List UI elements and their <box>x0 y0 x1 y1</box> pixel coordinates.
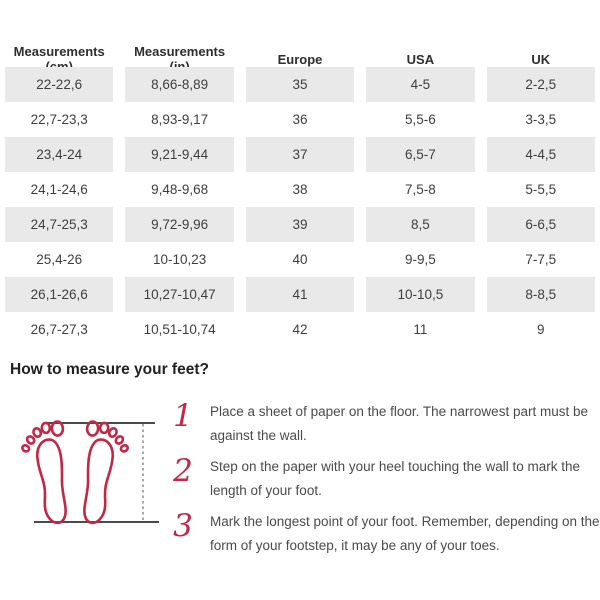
table-cell: 6,5-7 <box>366 137 475 172</box>
step-1: 1 Place a sheet of paper on the floor. T… <box>170 399 600 448</box>
step-3: 3 Mark the longest point of your foot. R… <box>170 509 600 558</box>
table-cell: 36 <box>292 112 308 127</box>
table-cell: 8,5 <box>366 207 475 242</box>
step-3-number: 3 <box>173 508 193 544</box>
table-cell: 35 <box>245 67 355 102</box>
table-cell: 9,48-9,68 <box>151 182 209 197</box>
size-table: Measurements (cm) Measurements (in) Euro… <box>0 44 600 347</box>
feet-measurement-diagram <box>8 410 160 532</box>
size-table-header-row: Measurements (cm) Measurements (in) Euro… <box>0 44 600 74</box>
table-row: 24,7-25,3 9,72-9,96 39 8,5 6-6,5 <box>0 207 600 242</box>
step-1-text: Place a sheet of paper on the floor. The… <box>210 404 588 443</box>
table-cell: 7,5-8 <box>405 182 436 197</box>
instruction-steps: 1 Place a sheet of paper on the floor. T… <box>170 399 600 564</box>
table-cell: 6-6,5 <box>486 207 595 242</box>
table-cell: 37 <box>245 137 355 172</box>
table-cell: 9,21-9,44 <box>125 137 234 172</box>
table-cell: 42 <box>292 322 308 337</box>
table-cell: 40 <box>292 252 308 267</box>
table-cell: 22,7-23,3 <box>30 112 88 127</box>
foot-right-icon <box>79 419 132 527</box>
table-cell: 3-3,5 <box>525 112 557 127</box>
table-cell: 9-9,5 <box>405 252 436 267</box>
footprints-icon <box>18 419 159 527</box>
table-row: 24,1-24,6 9,48-9,68 38 7,5-8 5-5,5 <box>0 172 600 207</box>
table-cell: 5,5-6 <box>405 112 436 127</box>
column-header-usa: USA <box>406 51 435 67</box>
table-cell: 4-4,5 <box>486 137 595 172</box>
table-cell: 23,4-24 <box>5 137 114 172</box>
section-heading: How to measure your feet? <box>10 361 209 378</box>
table-cell: 8-8,5 <box>486 277 595 312</box>
table-cell: 25,4-26 <box>36 252 83 267</box>
table-cell: 11 <box>413 322 428 337</box>
table-cell: 38 <box>292 182 308 197</box>
table-cell: 8,66-8,89 <box>125 67 234 102</box>
column-header-uk: UK <box>531 51 551 67</box>
step-2-text: Step on the paper with your heel touchin… <box>210 459 580 498</box>
table-row: 26,1-26,6 10,27-10,47 41 10-10,5 8-8,5 <box>0 277 600 312</box>
table-row: 22-22,6 8,66-8,89 35 4-5 2-2,5 <box>0 67 600 102</box>
column-header-europe: Europe <box>277 51 323 67</box>
table-cell: 5-5,5 <box>525 182 557 197</box>
table-cell: 41 <box>245 277 355 312</box>
table-cell: 26,7-27,3 <box>30 322 88 337</box>
step-1-number: 1 <box>173 398 193 434</box>
table-row: 23,4-24 9,21-9,44 37 6,5-7 4-4,5 <box>0 137 600 172</box>
table-cell: 22-22,6 <box>5 67 114 102</box>
table-cell: 9,72-9,96 <box>125 207 234 242</box>
table-cell: 24,1-24,6 <box>30 182 88 197</box>
table-cell: 26,1-26,6 <box>5 277 114 312</box>
table-cell: 9 <box>537 322 545 337</box>
foot-left-icon <box>18 419 71 527</box>
table-cell: 24,7-25,3 <box>5 207 114 242</box>
table-cell: 7-7,5 <box>525 252 557 267</box>
step-2-number: 2 <box>173 453 193 489</box>
step-2: 2 Step on the paper with your heel touch… <box>170 454 600 503</box>
table-cell: 10-10,5 <box>366 277 475 312</box>
table-cell: 2-2,5 <box>486 67 595 102</box>
step-3-text: Mark the longest point of your foot. Rem… <box>210 514 600 553</box>
table-cell: 10,51-10,74 <box>143 322 216 337</box>
table-cell: 39 <box>245 207 355 242</box>
table-cell: 8,93-9,17 <box>151 112 209 127</box>
table-cell: 4-5 <box>366 67 475 102</box>
table-row: 25,4-26 10-10,23 40 9-9,5 7-7,5 <box>0 242 600 277</box>
table-row: 26,7-27,3 10,51-10,74 42 11 9 <box>0 312 600 347</box>
table-row: 22,7-23,3 8,93-9,17 36 5,5-6 3-3,5 <box>0 102 600 137</box>
table-cell: 10,27-10,47 <box>125 277 234 312</box>
table-cell: 10-10,23 <box>152 252 207 267</box>
